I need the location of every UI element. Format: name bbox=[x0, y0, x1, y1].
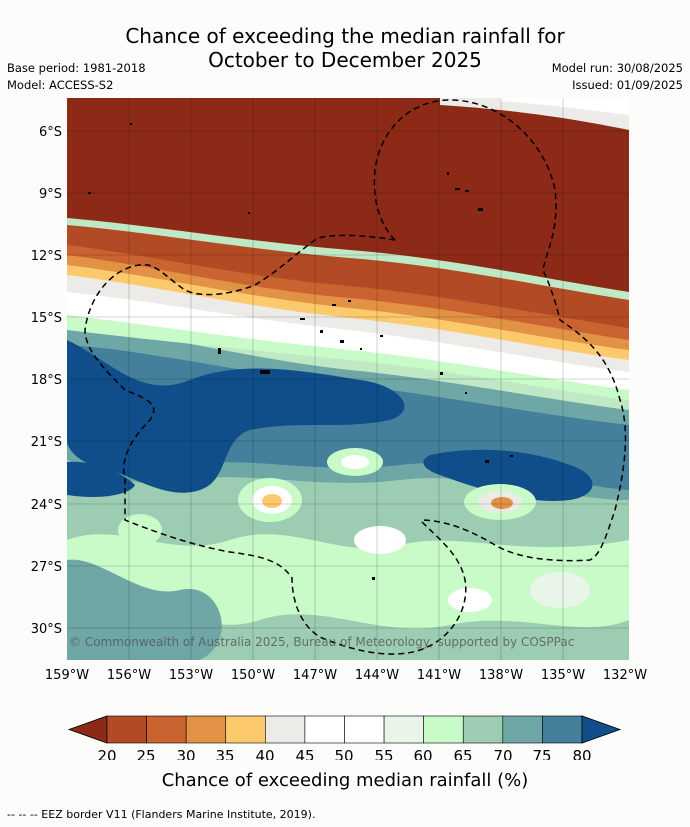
lat-label: 21°S bbox=[31, 435, 62, 450]
colorbar-tick: 25 bbox=[136, 747, 155, 760]
longitude-labels: 159°W 156°W 153°W 150°W 147°W 144°W 141°… bbox=[45, 668, 647, 683]
colorbar-tick: 70 bbox=[493, 747, 512, 760]
colorbar-tick: 50 bbox=[334, 747, 353, 760]
eez-legend-footer: -- -- -- EEZ border V11 (Flanders Marine… bbox=[7, 808, 316, 821]
colorbar-bin bbox=[225, 715, 266, 744]
colorbar-ticks: 20 25 30 35 40 45 50 55 60 65 70 75 80 bbox=[97, 747, 591, 760]
lat-label: 18°S bbox=[31, 373, 62, 388]
colorbar-label: Chance of exceeding median rainfall (%) bbox=[161, 770, 529, 791]
chart-title: Chance of exceeding the median rainfall … bbox=[0, 24, 690, 72]
base-period: Base period: 1981-2018 bbox=[7, 61, 146, 75]
lon-label: 150°W bbox=[231, 668, 275, 683]
eez-border bbox=[84, 99, 627, 655]
colorbar-bin bbox=[265, 715, 306, 744]
colorbar-tick: 65 bbox=[453, 747, 472, 760]
title-line-2: October to December 2025 bbox=[208, 48, 482, 72]
latitude-labels: 6°S 9°S 12°S 15°S 18°S 21°S 24°S 27°S 30… bbox=[31, 125, 62, 637]
lon-label: 132°W bbox=[603, 668, 647, 683]
lon-label: 153°W bbox=[169, 668, 213, 683]
colorbar-bin bbox=[423, 715, 464, 744]
title-line-1: Chance of exceeding the median rainfall … bbox=[125, 24, 565, 48]
lon-label: 159°W bbox=[45, 668, 89, 683]
probability-field bbox=[67, 98, 629, 660]
colorbar-bin bbox=[462, 715, 504, 744]
colorbar-extend-high bbox=[581, 715, 622, 744]
lat-label: 12°S bbox=[31, 249, 62, 264]
colorbar-bin bbox=[344, 715, 385, 744]
colorbar-tick: 35 bbox=[215, 747, 234, 760]
model-run: Model run: 30/08/2025 bbox=[551, 61, 683, 75]
colorbar-bin bbox=[106, 715, 147, 744]
lat-label: 15°S bbox=[31, 311, 62, 326]
model-name: Model: ACCESS-S2 bbox=[7, 78, 114, 92]
lon-label: 147°W bbox=[293, 668, 337, 683]
gridlines bbox=[67, 98, 629, 660]
lon-label: 135°W bbox=[541, 668, 585, 683]
lon-label: 138°W bbox=[479, 668, 523, 683]
colorbar-tick: 20 bbox=[97, 747, 116, 760]
colorbar-bin bbox=[542, 715, 583, 744]
colorbar-tick: 75 bbox=[532, 747, 551, 760]
forecast-map: © Commonwealth of Australia 2025, Bureau… bbox=[31, 98, 647, 760]
lon-label: 144°W bbox=[355, 668, 399, 683]
lat-label: 6°S bbox=[39, 125, 62, 140]
colorbar-tick: 45 bbox=[295, 747, 314, 760]
colorbar-extend-low bbox=[67, 715, 108, 744]
colorbar-bin bbox=[383, 715, 424, 744]
colorbar-tick: 60 bbox=[413, 747, 432, 760]
meta-right: Model run: 30/08/2025 Issued: 01/09/2025 bbox=[552, 60, 683, 94]
colorbar-tick: 30 bbox=[176, 747, 195, 760]
lat-label: 9°S bbox=[39, 187, 62, 202]
colorbar-bin bbox=[185, 715, 227, 744]
issued-date: Issued: 01/09/2025 bbox=[572, 78, 683, 92]
colorbar-tick: 40 bbox=[255, 747, 274, 760]
lat-label: 24°S bbox=[31, 498, 62, 513]
colorbar-tick: 80 bbox=[572, 747, 591, 760]
meta-left: Base period: 1981-2018 Model: ACCESS-S2 bbox=[7, 60, 146, 94]
lon-label: 156°W bbox=[107, 668, 151, 683]
colorbar-tick: 55 bbox=[374, 747, 393, 760]
lat-label: 27°S bbox=[31, 560, 62, 575]
colorbar-bin bbox=[304, 715, 345, 744]
colorbar-bin bbox=[146, 715, 187, 744]
copyright-notice: © Commonwealth of Australia 2025, Bureau… bbox=[69, 635, 574, 649]
colorbar-bin bbox=[502, 715, 543, 744]
lat-label: 30°S bbox=[31, 622, 62, 637]
colorbar bbox=[67, 715, 622, 744]
lon-label: 141°W bbox=[417, 668, 461, 683]
islands bbox=[88, 123, 513, 580]
